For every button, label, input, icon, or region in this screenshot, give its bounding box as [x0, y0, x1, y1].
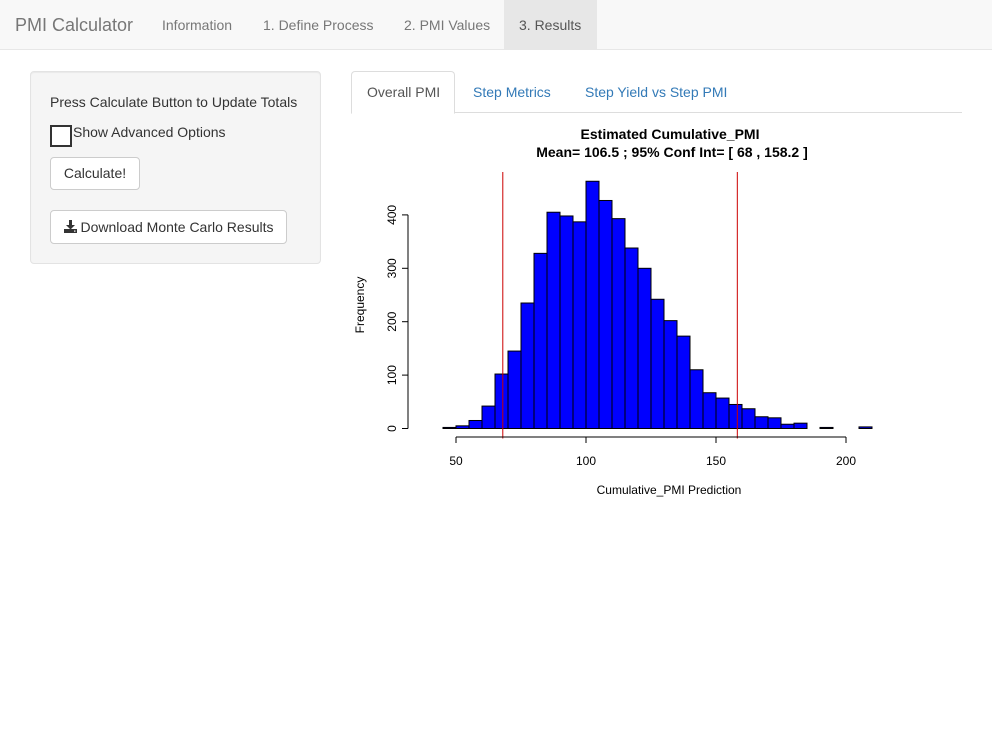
histogram-bar-8: [546, 211, 561, 430]
x-tick-label-50: 50: [449, 454, 463, 468]
histogram-bar-9: [559, 215, 574, 429]
histogram-bar-6: [520, 302, 535, 429]
histogram-bar-29: [819, 426, 834, 430]
navbar: PMI Calculator Information 1. Define Pro…: [0, 0, 992, 50]
nav-item-information[interactable]: Information: [162, 17, 233, 33]
y-tick-label-100: 100: [385, 365, 399, 385]
x-axis: 50 100 150 200: [449, 436, 856, 468]
histogram-bar-4: [494, 373, 509, 429]
histogram-bar-20: [702, 392, 717, 429]
nav-item-results[interactable]: 3. Results: [504, 0, 597, 50]
histogram-bar-15: [637, 267, 652, 429]
calculate-button[interactable]: Calculate!: [50, 157, 140, 190]
y-tick-label-300: 300: [385, 258, 399, 278]
advanced-options-label: Show Advanced Options: [73, 124, 226, 140]
tab-overall-pmi[interactable]: Overall PMI: [351, 71, 455, 114]
histogram-bar-2: [468, 419, 483, 429]
histogram-bar-22: [728, 403, 743, 430]
histogram-bar-3: [481, 405, 496, 429]
y-axis: 0 100 200 300 400: [385, 205, 409, 432]
histogram-bar-23: [741, 408, 756, 430]
confidence-interval-lines: [502, 172, 738, 439]
y-tick-label-200: 200: [385, 311, 399, 331]
histogram-bar-7: [533, 252, 548, 429]
histogram-bars: [442, 180, 873, 430]
histogram-bar-17: [663, 320, 678, 429]
histogram-bar-12: [598, 199, 613, 430]
histogram-bar-26: [780, 423, 795, 429]
results-tabs: Overall PMI Step Metrics Step Yield vs S…: [351, 71, 962, 114]
histogram-bar-32: [858, 426, 873, 430]
histogram-bar-1: [455, 425, 470, 429]
histogram-bar-21: [715, 397, 730, 430]
advanced-options-checkbox[interactable]: [50, 125, 72, 147]
nav-item-define-process[interactable]: 1. Define Process: [263, 17, 374, 33]
histogram-bar-19: [689, 369, 704, 429]
download-icon: [63, 212, 77, 244]
x-axis-label: Cumulative_PMI Prediction: [597, 483, 742, 497]
x-tick-label-100: 100: [576, 454, 596, 468]
download-results-label: Download Monte Carlo Results: [80, 219, 274, 235]
y-tick-label-0: 0: [385, 425, 399, 432]
histogram-bar-27: [793, 422, 808, 430]
histogram-bar-24: [754, 416, 769, 430]
chart-subtitle: Mean= 106.5 ; 95% Conf Int= [ 68 , 158.2…: [536, 144, 808, 160]
x-tick-label-200: 200: [836, 454, 856, 468]
nav-item-pmi-values[interactable]: 2. PMI Values: [404, 17, 491, 33]
histogram-bar-16: [650, 298, 665, 429]
x-tick-label-150: 150: [706, 454, 726, 468]
y-axis-label: Frequency: [353, 277, 367, 334]
tab-step-metrics[interactable]: Step Metrics: [473, 84, 551, 100]
chart-title: Estimated Cumulative_PMI: [581, 126, 760, 142]
pmi-histogram-chart: Estimated Cumulative_PMI Mean= 106.5 ; 9…: [353, 126, 873, 497]
sidebar-panel: Press Calculate Button to Update Totals …: [30, 71, 321, 264]
instruction-label: Press Calculate Button to Update Totals: [50, 94, 298, 110]
tab-step-yield-vs-step-pmi[interactable]: Step Yield vs Step PMI: [585, 84, 728, 100]
histogram-bar-14: [624, 247, 639, 429]
histogram-bar-13: [611, 218, 626, 429]
histogram-bar-5: [507, 350, 522, 430]
y-tick-label-400: 400: [385, 205, 399, 225]
histogram-bar-10: [572, 221, 587, 430]
brand-title[interactable]: PMI Calculator: [15, 15, 134, 35]
download-results-button[interactable]: Download Monte Carlo Results: [50, 210, 287, 244]
histogram-bar-25: [767, 417, 782, 430]
histogram-bar-0: [442, 426, 457, 430]
histogram-bar-11: [585, 180, 600, 430]
histogram-bar-18: [676, 335, 691, 429]
